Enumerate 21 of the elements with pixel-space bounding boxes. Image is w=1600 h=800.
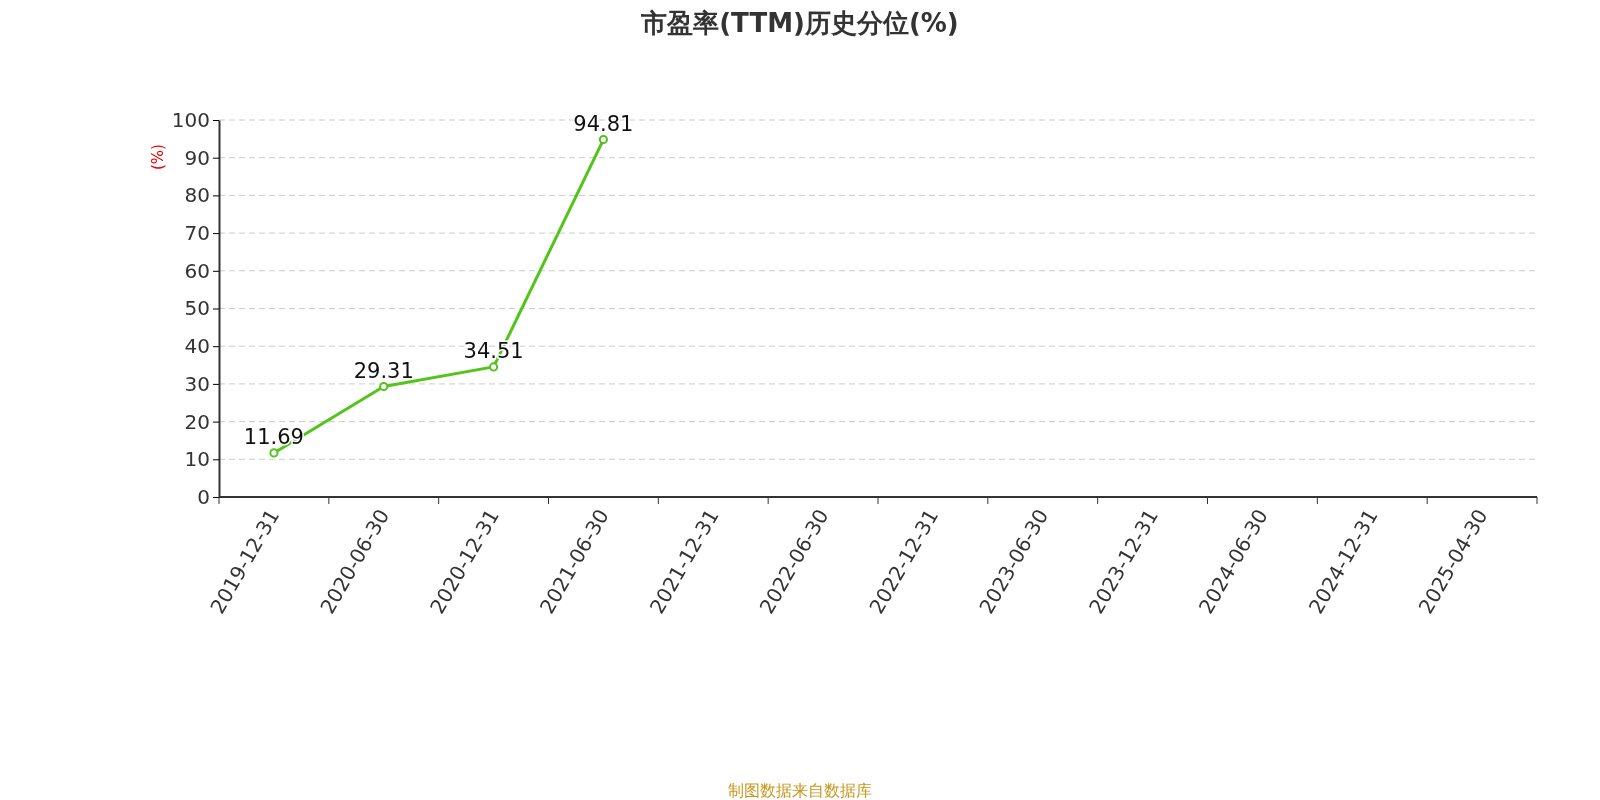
data-label: 11.69 — [243, 424, 304, 449]
y-tick-label: 50 — [184, 296, 210, 321]
y-axis-title: (%) — [149, 144, 167, 170]
point — [598, 135, 608, 145]
y-tick-label: 20 — [184, 409, 210, 434]
y-tick-label: 40 — [184, 334, 210, 359]
point — [379, 381, 389, 392]
y-tick-label: 90 — [184, 145, 210, 170]
y-tick-label: 70 — [184, 221, 210, 245]
y-tick-label: 100 — [171, 107, 210, 132]
data-label: 29.31 — [353, 358, 414, 383]
data-label: 94.81 — [573, 111, 634, 136]
y-tick-label: 60 — [184, 258, 210, 283]
text: 制图数据来自数据库 — [728, 781, 872, 800]
point — [269, 448, 279, 458]
y-tick-label: 80 — [184, 183, 210, 208]
y-tick-label: 0 — [197, 484, 210, 509]
y-tick-label: 10 — [184, 447, 210, 472]
point — [489, 362, 499, 372]
y-tick-label: 30 — [184, 371, 210, 396]
chart-title: 市盈率(TTM)历史分位(%) — [640, 8, 959, 38]
